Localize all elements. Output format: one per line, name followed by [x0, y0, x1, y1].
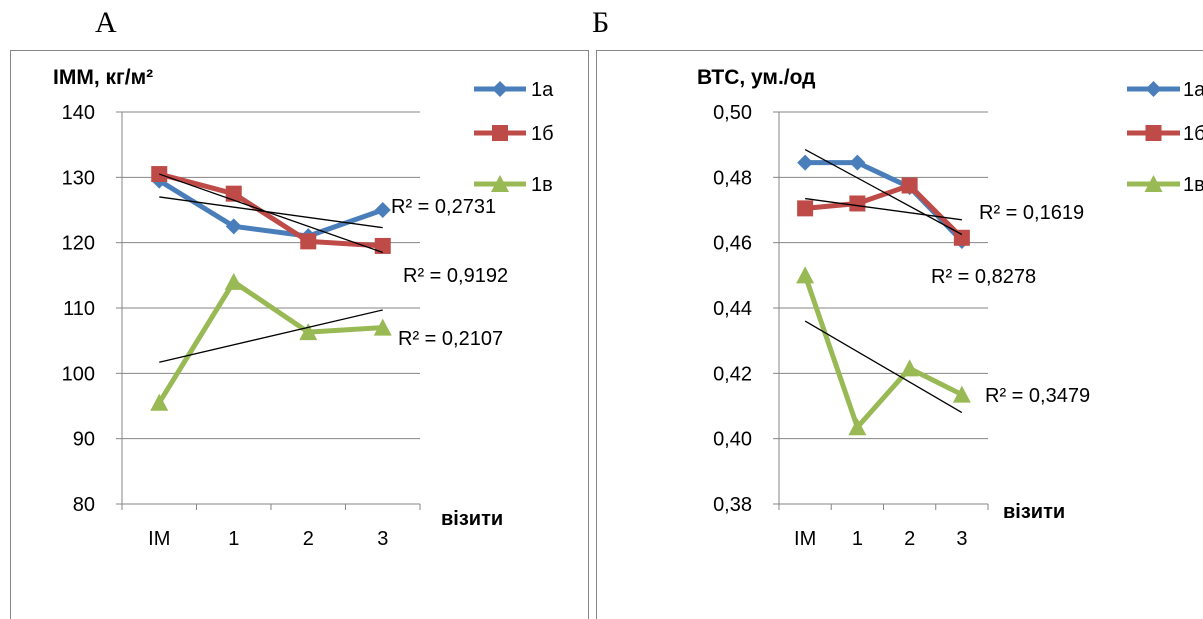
y-tick-label: 0,48	[713, 167, 752, 189]
series-line	[156, 171, 386, 249]
series-line	[802, 183, 965, 241]
x-tick-label: 1	[228, 528, 239, 550]
legend: 1а 1б 1в	[1127, 79, 1203, 196]
data-point	[150, 393, 169, 411]
x-tick-label: 2	[904, 528, 915, 550]
y-tick-label: 140	[62, 102, 95, 124]
chart-title: ВТС, ум./од	[697, 66, 816, 89]
chart-2: 0,38 0,40 0,42 0,44 0,46 0,48 0,50 ІМ 1 2 3 ВТС, ум…	[596, 50, 1203, 619]
panel-letter-a: А	[95, 6, 117, 39]
y-tick-label: 110	[63, 298, 95, 320]
x-tick-label: 3	[956, 528, 967, 550]
chart-frame	[10, 50, 589, 619]
data-point	[374, 237, 391, 254]
legend-marker	[1145, 81, 1162, 97]
series-1в	[796, 266, 971, 436]
series-1в	[150, 272, 392, 411]
legend-label: 1в	[1183, 174, 1203, 196]
legend-label: 1б	[531, 123, 554, 145]
legend-marker	[491, 175, 509, 192]
r2-label: R² = 0,9192	[403, 265, 508, 287]
data-point	[225, 185, 242, 202]
series-line	[156, 279, 386, 406]
trendline	[159, 173, 383, 254]
y-tick-label: 90	[73, 429, 95, 451]
y-tick-label: 0,44	[713, 298, 752, 320]
chart-1: 80 90 100 110 120 130 140 ІМ 1 2 3 ІММ, кг/м² візити…	[10, 50, 589, 619]
data-point	[373, 318, 392, 336]
legend-label: 1а	[1183, 79, 1203, 101]
series-line	[802, 272, 965, 430]
trendline	[159, 196, 383, 229]
y-tick-label: 0,50	[713, 102, 752, 124]
y-tick-label: 80	[73, 494, 95, 516]
series-1б	[797, 177, 970, 246]
legend-marker	[1144, 175, 1163, 192]
y-tick-label: 130	[62, 167, 95, 189]
data-point	[224, 272, 243, 290]
chart-frame	[596, 50, 1203, 619]
r2-label: R² = 0,3479	[985, 385, 1090, 407]
data-point	[225, 218, 242, 235]
y-tick-label: 0,40	[713, 429, 752, 451]
trendline	[804, 148, 963, 236]
y-tick-label: 0,38	[713, 494, 752, 516]
data-point	[796, 266, 815, 284]
chart-title: ІММ, кг/м²	[53, 66, 153, 89]
legend-label: 1а	[531, 79, 554, 101]
legend: 1а 1б 1в	[474, 79, 554, 196]
x-tick-label: ІМ	[794, 528, 816, 550]
legend-marker	[492, 125, 508, 141]
trendline	[159, 309, 383, 363]
r2-label: R² = 0,2107	[398, 328, 503, 350]
y-tick-label: 0,42	[713, 363, 752, 385]
data-point	[797, 200, 814, 217]
series-1б	[151, 166, 391, 254]
x-tick-label: 3	[377, 528, 388, 550]
x-tick-label: ІМ	[148, 528, 170, 550]
data-point	[953, 229, 970, 246]
data-point	[848, 418, 867, 436]
x-axis-title: візити	[441, 508, 503, 530]
data-point	[797, 154, 814, 171]
data-point	[901, 177, 918, 194]
data-point	[849, 154, 866, 171]
data-point	[374, 202, 391, 218]
data-point	[299, 323, 318, 341]
data-point	[900, 359, 919, 377]
trendline	[805, 197, 962, 221]
data-point	[849, 195, 866, 212]
y-tick-label: 100	[62, 363, 95, 385]
legend-label: 1б	[1183, 123, 1203, 145]
legend-label: 1в	[531, 174, 553, 196]
r2-label: R² = 0,1619	[979, 202, 1084, 224]
legend-marker	[1145, 125, 1162, 141]
x-axis-title: візити	[1003, 501, 1065, 523]
y-tick-label: 120	[62, 233, 95, 255]
x-tick-label: 1	[852, 528, 863, 550]
data-point	[300, 233, 317, 250]
y-tick-label: 0,46	[713, 233, 752, 255]
x-tick-label: 2	[303, 528, 314, 550]
trendline	[804, 320, 963, 414]
data-point	[952, 385, 971, 403]
legend-marker	[492, 81, 508, 97]
r2-label: R² = 0,8278	[931, 266, 1036, 288]
panel-letter-b: Б	[592, 6, 610, 39]
r2-label: R² = 0,2731	[391, 196, 496, 218]
